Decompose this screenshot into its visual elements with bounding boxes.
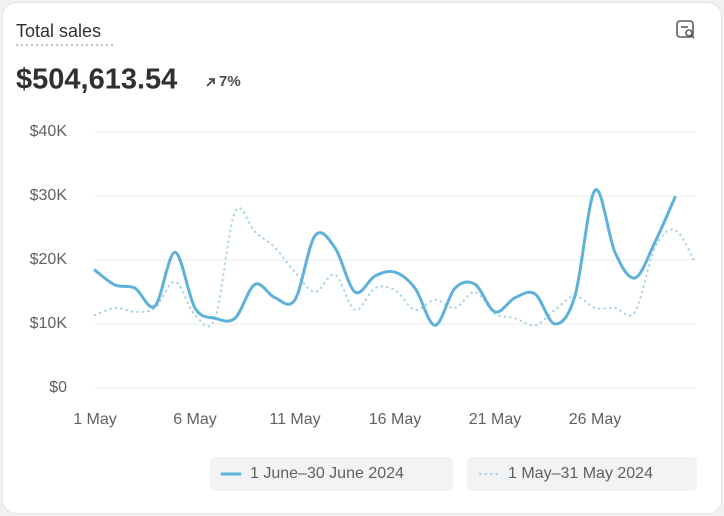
y-tick-label: $30K: [30, 187, 68, 204]
chart-title: Total sales: [16, 21, 101, 41]
y-tick-label: $0: [49, 379, 67, 396]
y-tick-label: $40K: [30, 123, 68, 140]
legend-label: 1 May–31 May 2024: [508, 465, 653, 482]
series-line: [94, 207, 696, 328]
y-tick-label: $10K: [30, 315, 68, 332]
legend-label: 1 June–30 June 2024: [250, 465, 404, 482]
summary-value: $504,613.54: [16, 64, 177, 96]
report-icon[interactable]: [676, 20, 695, 39]
y-tick-label: $20K: [30, 251, 68, 268]
legend-bg: [467, 457, 697, 491]
legend-bg: [210, 457, 453, 491]
x-tick-label: 26 May: [569, 411, 621, 428]
series-line: [93, 188, 677, 327]
x-tick-label: 1 May: [73, 411, 117, 428]
x-tick-label: 6 May: [173, 411, 217, 428]
x-tick-label: 11 May: [269, 411, 320, 428]
change: 7%: [219, 73, 241, 90]
x-tick-label: 16 May: [369, 411, 421, 428]
change-arrow: [206, 78, 215, 87]
x-tick-label: 21 May: [469, 411, 521, 428]
